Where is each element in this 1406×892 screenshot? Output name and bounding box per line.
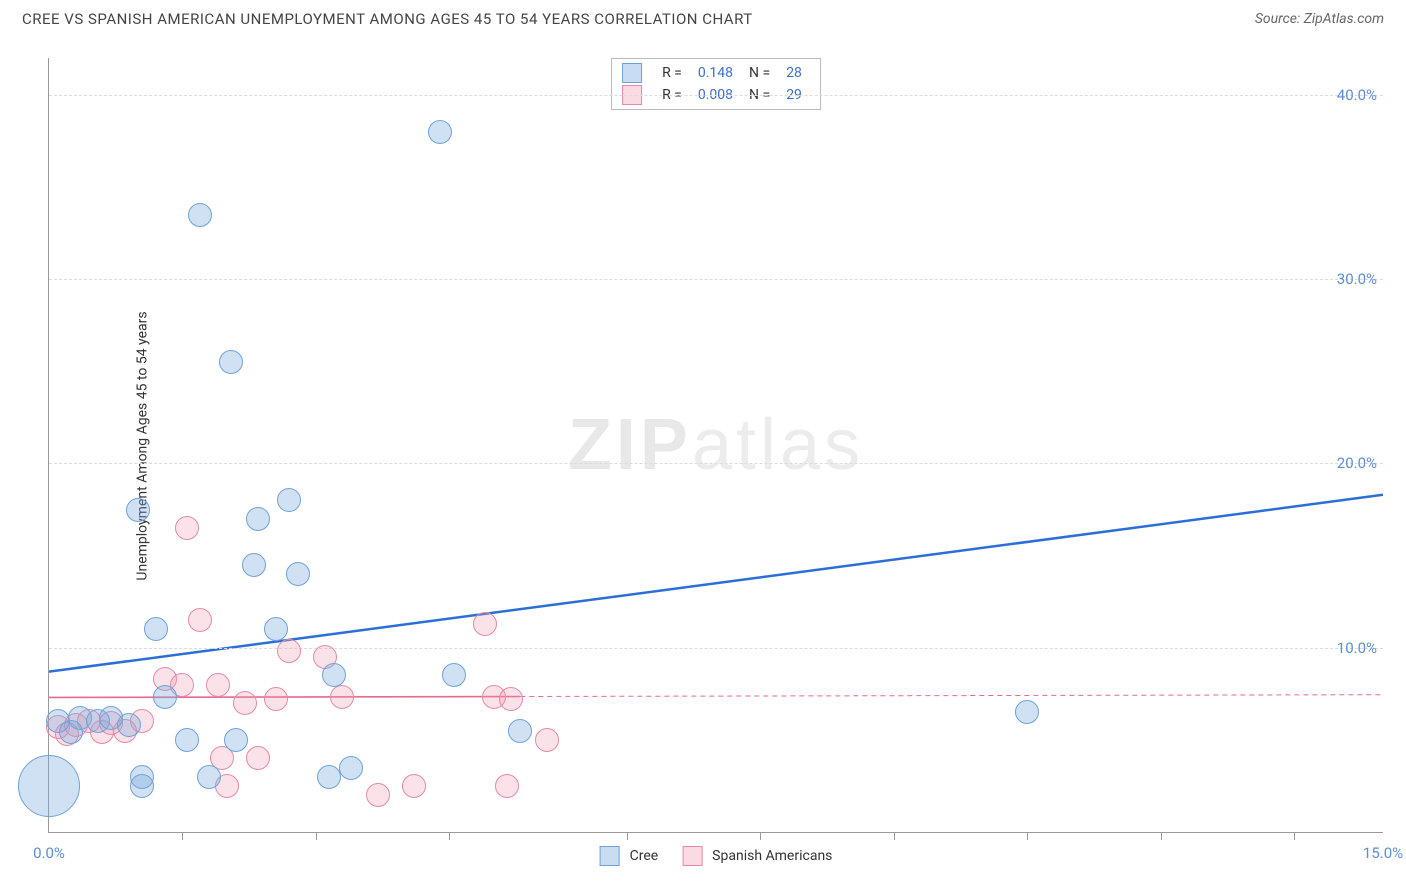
source-label: Source: ZipAtlas.com [1255, 11, 1384, 27]
x-tick [1161, 832, 1162, 840]
x-tick [316, 832, 317, 840]
scatter-point-blue [322, 663, 346, 687]
series-legend: Cree Spanish Americans [600, 846, 833, 866]
scatter-point-pink [188, 608, 212, 632]
scatter-point-pink [499, 687, 523, 711]
scatter-point-pink [175, 516, 199, 540]
x-tick [894, 832, 895, 840]
gridline-h [49, 95, 1383, 96]
scatter-point-blue [175, 728, 199, 752]
chart-title: CREE VS SPANISH AMERICAN UNEMPLOYMENT AM… [22, 10, 753, 28]
scatter-point-blue [219, 350, 243, 374]
x-tick [1294, 832, 1295, 840]
legend-swatch-blue [622, 63, 642, 83]
scatter-point-pink [473, 612, 497, 636]
scatter-point-pink [535, 728, 559, 752]
chart-plot-area: ZIPatlas R =0.148N =28R =0.008N =29 Cree… [48, 58, 1383, 833]
scatter-point-blue [242, 553, 266, 577]
y-tick-label: 20.0% [1337, 454, 1377, 472]
gridline-h [49, 279, 1383, 280]
scatter-point-blue [144, 617, 168, 641]
x-tick [1027, 832, 1028, 840]
legend-label: Spanish Americans [712, 848, 832, 864]
x-tick [760, 832, 761, 840]
gridline-h [49, 463, 1383, 464]
legend-swatch-pink [682, 846, 702, 866]
scatter-point-pink [264, 687, 288, 711]
scatter-point-blue [428, 120, 452, 144]
scatter-point-blue [130, 774, 154, 798]
scatter-point-blue [442, 663, 466, 687]
trend-lines [49, 58, 1383, 832]
legend-item-pink: Spanish Americans [682, 846, 832, 866]
scatter-point-blue [339, 756, 363, 780]
x-tick-label: 0.0% [33, 844, 65, 862]
scatter-point-blue [224, 728, 248, 752]
y-tick-label: 40.0% [1337, 86, 1377, 104]
watermark: ZIPatlas [568, 404, 864, 486]
legend-r-label: R = [658, 62, 694, 84]
legend-label: Cree [630, 848, 659, 864]
scatter-point-blue [117, 713, 141, 737]
scatter-point-blue [126, 498, 150, 522]
x-tick [449, 832, 450, 840]
legend-item-blue: Cree [600, 846, 659, 866]
scatter-point-blue [264, 617, 288, 641]
scatter-point-pink [495, 774, 519, 798]
scatter-point-pink [246, 746, 270, 770]
stats-legend: R =0.148N =28R =0.008N =29 [611, 58, 821, 110]
scatter-point-blue [188, 203, 212, 227]
scatter-point-blue [197, 765, 221, 789]
x-tick-label: 15.0% [1363, 844, 1403, 862]
scatter-point-blue [508, 719, 532, 743]
scatter-point-blue [246, 507, 270, 531]
scatter-point-pink [366, 783, 390, 807]
gridline-h [49, 648, 1383, 649]
legend-n-value: 28 [782, 62, 814, 84]
scatter-point-pink [233, 691, 257, 715]
scatter-point-blue [277, 488, 301, 512]
legend-swatch-blue [600, 846, 620, 866]
y-tick-label: 30.0% [1337, 270, 1377, 288]
legend-r-value: 0.148 [694, 62, 745, 84]
x-tick [182, 832, 183, 840]
legend-n-label: N = [745, 62, 782, 84]
scatter-point-blue [1015, 700, 1039, 724]
x-tick [627, 832, 628, 840]
scatter-point-pink [402, 774, 426, 798]
scatter-point-pink [330, 685, 354, 709]
scatter-point-blue [18, 755, 80, 817]
scatter-point-pink [206, 673, 230, 697]
y-tick-label: 10.0% [1337, 639, 1377, 657]
scatter-point-blue [317, 765, 341, 789]
scatter-point-blue [286, 562, 310, 586]
scatter-point-pink [277, 639, 301, 663]
scatter-point-blue [153, 685, 177, 709]
